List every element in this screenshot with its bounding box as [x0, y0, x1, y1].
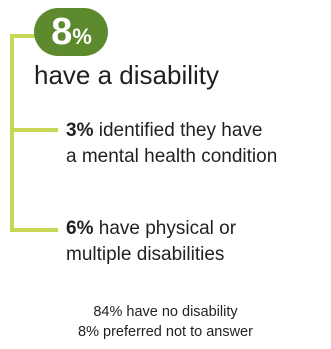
bracket-physical-connector	[10, 228, 58, 232]
mental-health-line-2: a mental health condition	[66, 146, 278, 167]
footer-not-answered: 8% preferred not to answer	[78, 324, 253, 340]
badge-number: 8	[51, 11, 72, 53]
physical-text-1: have physical or	[93, 218, 237, 239]
physical-item: 6% have physical or multiple disabilitie…	[66, 216, 236, 268]
bracket-top-connector	[10, 34, 38, 38]
mental-health-line-1: 3% identified they have	[66, 118, 277, 144]
physical-line-2: multiple disabilities	[66, 244, 225, 265]
mental-health-value: 3%	[66, 120, 94, 141]
mental-health-item: 3% identified they have a mental health …	[66, 118, 277, 170]
footer-no-disability: 84% have no disability	[93, 304, 238, 320]
headline: have a disability	[34, 60, 219, 90]
percent-badge: 8%	[34, 8, 108, 56]
bracket-vertical-line	[10, 34, 14, 232]
badge-percent-sign: %	[72, 24, 92, 49]
bracket-mental-health-connector	[10, 128, 58, 132]
physical-value: 6%	[66, 218, 94, 239]
physical-line-1: 6% have physical or	[66, 216, 236, 242]
mental-health-text-1: identified they have	[93, 120, 263, 141]
